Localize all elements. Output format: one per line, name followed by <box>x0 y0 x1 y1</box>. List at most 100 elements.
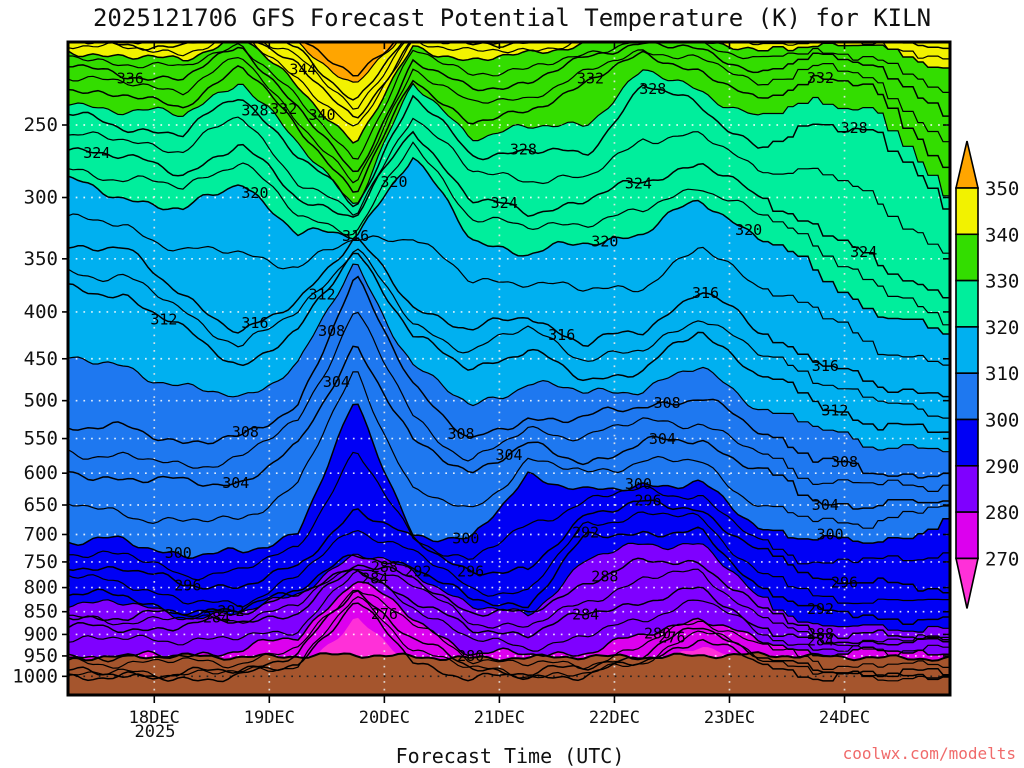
watermark-link[interactable]: coolwx.com/modelts <box>842 744 1016 763</box>
svg-text:312: 312 <box>821 402 848 420</box>
svg-text:280: 280 <box>457 647 484 665</box>
svg-text:320: 320 <box>380 173 407 191</box>
svg-text:284: 284 <box>203 609 230 627</box>
svg-text:800: 800 <box>24 577 58 599</box>
svg-text:284: 284 <box>361 570 388 588</box>
x-tick-label: 18DEC <box>129 708 180 728</box>
svg-text:304: 304 <box>812 496 839 514</box>
svg-text:308: 308 <box>448 425 475 443</box>
svg-text:850: 850 <box>24 601 58 623</box>
colorbar: 350 340 330 320 310 300 290 280 270 <box>954 140 1019 609</box>
svg-text:332: 332 <box>270 100 297 118</box>
svg-text:900: 900 <box>24 623 58 645</box>
svg-text:344: 344 <box>289 60 316 78</box>
svg-text:292: 292 <box>807 600 834 618</box>
svg-text:324: 324 <box>625 174 652 192</box>
svg-text:280: 280 <box>644 624 671 642</box>
svg-text:332: 332 <box>807 69 834 87</box>
svg-text:292: 292 <box>404 562 431 580</box>
svg-text:300: 300 <box>625 475 652 493</box>
svg-text:300: 300 <box>24 187 58 209</box>
svg-text:350: 350 <box>985 178 1019 200</box>
svg-text:304: 304 <box>649 430 676 448</box>
x-tick-label: 23DEC <box>704 708 755 728</box>
svg-text:308: 308 <box>831 453 858 471</box>
svg-text:316: 316 <box>692 284 719 302</box>
svg-text:316: 316 <box>241 314 268 332</box>
contour-lines <box>68 42 950 683</box>
svg-text:700: 700 <box>24 523 58 545</box>
svg-text:304: 304 <box>495 446 522 464</box>
chart-title: 2025121706 GFS Forecast Potential Temper… <box>92 4 932 32</box>
svg-text:296: 296 <box>457 562 484 580</box>
svg-text:288: 288 <box>371 558 398 576</box>
svg-text:310: 310 <box>985 363 1019 385</box>
svg-text:292: 292 <box>572 524 599 542</box>
svg-text:750: 750 <box>24 551 58 573</box>
svg-text:300: 300 <box>452 529 479 547</box>
x-axis-year-label: 2025 <box>134 722 176 742</box>
svg-text:296: 296 <box>174 576 201 594</box>
svg-text:280: 280 <box>985 502 1019 524</box>
x-tick-label: 20DEC <box>359 708 410 728</box>
svg-text:324: 324 <box>850 243 877 261</box>
svg-text:308: 308 <box>318 322 345 340</box>
svg-text:500: 500 <box>24 390 58 412</box>
svg-text:304: 304 <box>222 474 249 492</box>
svg-text:312: 312 <box>150 311 177 329</box>
x-tick-label: 24DEC <box>819 708 870 728</box>
svg-text:324: 324 <box>83 144 110 162</box>
svg-text:340: 340 <box>985 224 1019 246</box>
svg-text:308: 308 <box>232 423 259 441</box>
svg-text:300: 300 <box>985 410 1019 432</box>
svg-text:320: 320 <box>591 233 618 251</box>
svg-text:320: 320 <box>985 317 1019 339</box>
svg-text:316: 316 <box>342 227 369 245</box>
svg-text:250: 250 <box>24 114 58 136</box>
svg-text:340: 340 <box>308 106 335 124</box>
svg-text:320: 320 <box>735 221 762 239</box>
x-tick-label: 19DEC <box>244 708 295 728</box>
svg-text:304: 304 <box>323 373 350 391</box>
svg-text:336: 336 <box>117 69 144 87</box>
x-axis-title: Forecast Time (UTC) <box>395 744 625 768</box>
svg-text:276: 276 <box>658 628 685 646</box>
svg-text:350: 350 <box>24 248 58 270</box>
svg-text:308: 308 <box>654 394 681 412</box>
svg-text:950: 950 <box>24 645 58 667</box>
svg-text:1000: 1000 <box>12 665 58 687</box>
svg-text:328: 328 <box>510 140 537 158</box>
svg-text:328: 328 <box>841 119 868 137</box>
x-tick-label: 21DEC <box>474 708 525 728</box>
svg-text:316: 316 <box>812 357 839 375</box>
svg-text:332: 332 <box>577 70 604 88</box>
svg-text:300: 300 <box>165 544 192 562</box>
axes: 2503003504004505005506006507007508008509… <box>12 40 952 728</box>
svg-text:296: 296 <box>634 492 661 510</box>
svg-text:650: 650 <box>24 494 58 516</box>
svg-text:276: 276 <box>371 605 398 623</box>
svg-text:296: 296 <box>831 573 858 591</box>
x-tick-label: 22DEC <box>589 708 640 728</box>
svg-text:328: 328 <box>639 80 666 98</box>
svg-text:292: 292 <box>217 602 244 620</box>
svg-text:312: 312 <box>308 286 335 304</box>
svg-text:320: 320 <box>241 184 268 202</box>
svg-text:290: 290 <box>985 456 1019 478</box>
svg-text:324: 324 <box>491 194 518 212</box>
svg-text:288: 288 <box>591 567 618 585</box>
svg-text:400: 400 <box>24 301 58 323</box>
svg-text:550: 550 <box>24 428 58 450</box>
svg-text:328: 328 <box>241 101 268 119</box>
svg-text:284: 284 <box>807 631 834 649</box>
svg-text:330: 330 <box>985 271 1019 293</box>
svg-text:316: 316 <box>548 326 575 344</box>
svg-text:270: 270 <box>985 548 1019 570</box>
svg-text:600: 600 <box>24 462 58 484</box>
svg-text:300: 300 <box>817 525 844 543</box>
svg-text:284: 284 <box>572 606 599 624</box>
